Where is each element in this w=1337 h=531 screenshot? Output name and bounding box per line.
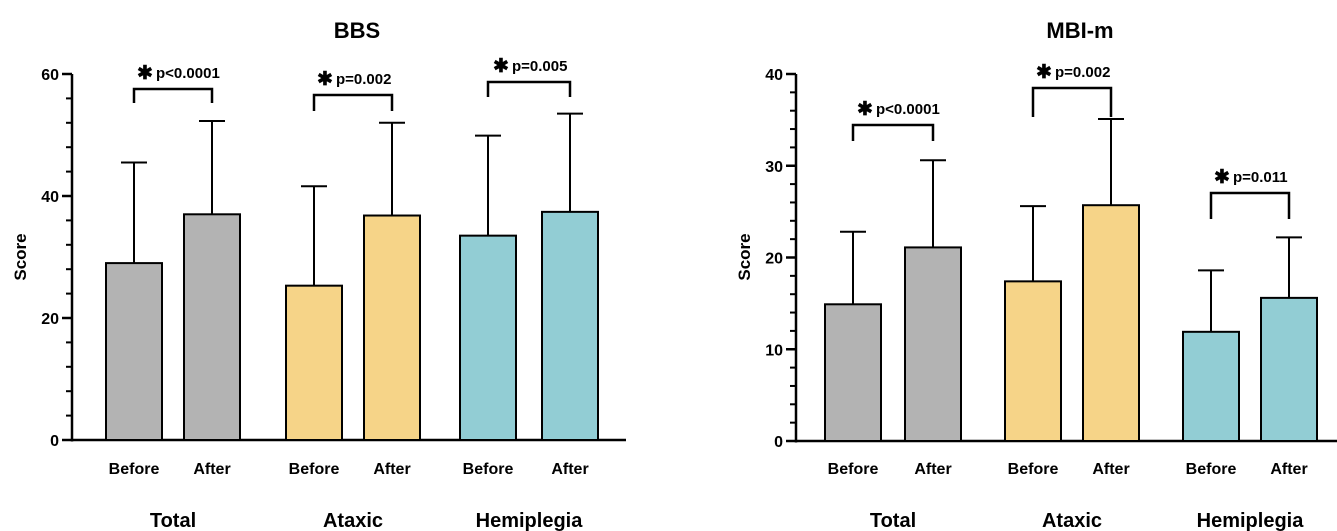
significance-bracket-ataxic — [312, 93, 394, 111]
significance-pvalue-ataxic: p=0.002 — [336, 71, 391, 88]
significance-pvalue-total: p<0.0001 — [156, 65, 220, 82]
significance-asterisk-icon: ✱ — [1036, 62, 1052, 83]
bar-total-before — [824, 303, 882, 443]
group-label-hemiplegia: Hemiplegia — [1197, 510, 1305, 531]
y-tick-label: 40 — [765, 67, 783, 84]
significance-bracket-ataxic — [1031, 86, 1113, 117]
bar-total-before — [105, 262, 163, 441]
x-tick-label-before: Before — [828, 461, 879, 478]
significance-bracket-hemiplegia — [486, 80, 572, 97]
group-label-ataxic: Ataxic — [323, 510, 383, 531]
bar-ataxic-before — [1004, 280, 1062, 443]
x-tick-label-before: Before — [289, 461, 340, 478]
y-axis-label: Score — [11, 233, 30, 280]
significance-asterisk-icon: ✱ — [857, 99, 873, 120]
x-tick-label-after: After — [551, 461, 588, 478]
significance-asterisk-icon: ✱ — [137, 63, 153, 84]
bar-ataxic-after — [1082, 204, 1140, 442]
group-label-total: Total — [870, 510, 916, 531]
y-tick-label: 20 — [41, 311, 59, 328]
bar-hemiplegia-before — [1182, 330, 1240, 443]
significance-pvalue-hemiplegia: p=0.005 — [512, 58, 567, 75]
group-label-total: Total — [150, 510, 196, 531]
significance-asterisk-icon: ✱ — [1214, 167, 1230, 188]
y-tick-label: 40 — [41, 189, 59, 206]
chart-title-bbs: BBS — [334, 18, 380, 43]
x-tick-label-before: Before — [109, 461, 160, 478]
significance-asterisk-icon: ✱ — [493, 56, 509, 77]
y-tick-label: 60 — [41, 67, 59, 84]
x-tick-label-after: After — [1270, 461, 1307, 478]
bar-hemiplegia-after — [541, 210, 599, 441]
x-tick-label-before: Before — [1186, 461, 1237, 478]
bar-total-after — [183, 213, 241, 441]
x-tick-label-after: After — [373, 461, 410, 478]
x-tick-label-before: Before — [1008, 461, 1059, 478]
group-label-hemiplegia: Hemiplegia — [476, 510, 584, 531]
significance-pvalue-total: p<0.0001 — [876, 101, 940, 118]
chart-title-mbi-m: MBI-m — [1046, 18, 1113, 43]
group-label-ataxic: Ataxic — [1042, 510, 1102, 531]
bar-ataxic-before — [285, 284, 343, 442]
y-tick-label: 0 — [50, 433, 59, 450]
x-tick-label-after: After — [914, 461, 951, 478]
bar-hemiplegia-before — [459, 234, 517, 441]
y-tick-label: 10 — [765, 342, 783, 359]
y-tick-label: 20 — [765, 251, 783, 268]
bar-total-after — [904, 246, 962, 442]
significance-pvalue-hemiplegia: p=0.011 — [1233, 169, 1288, 186]
x-tick-label-after: After — [1092, 461, 1129, 478]
y-axis-label: Score — [735, 233, 754, 280]
bar-hemiplegia-after — [1260, 296, 1318, 442]
significance-bracket-hemiplegia — [1209, 191, 1291, 219]
significance-pvalue-ataxic: p=0.002 — [1055, 64, 1110, 81]
y-tick-label: 0 — [774, 434, 783, 451]
significance-bracket-total — [851, 123, 935, 141]
significance-bracket-total — [132, 87, 214, 103]
x-tick-label-after: After — [193, 461, 230, 478]
significance-asterisk-icon: ✱ — [317, 69, 333, 90]
bar-ataxic-after — [363, 214, 421, 441]
y-tick-label: 30 — [765, 159, 783, 176]
x-tick-label-before: Before — [463, 461, 514, 478]
